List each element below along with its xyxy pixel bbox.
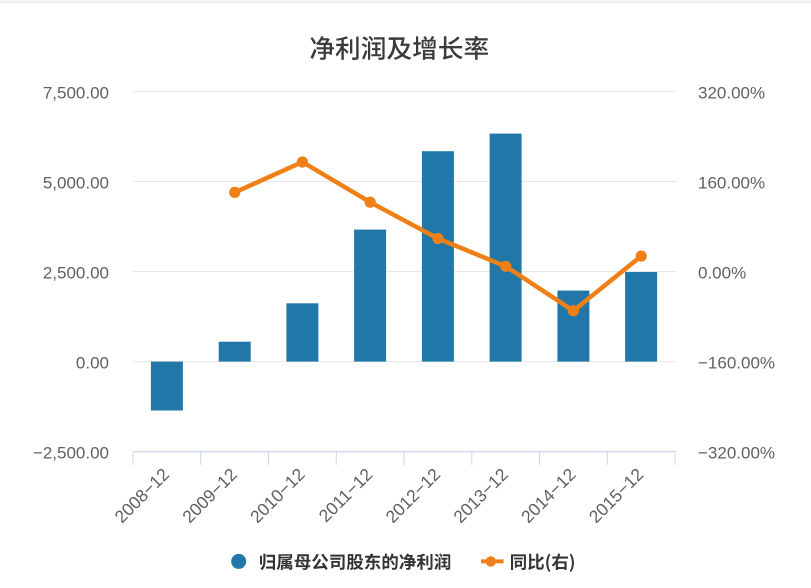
svg-text:2,500.00: 2,500.00 (43, 264, 109, 283)
svg-text:0.00%: 0.00% (698, 264, 746, 283)
svg-text:−320.00%: −320.00% (698, 444, 775, 463)
svg-text:2009−12: 2009−12 (178, 464, 241, 527)
svg-text:−160.00%: −160.00% (698, 354, 775, 373)
svg-text:320.00%: 320.00% (698, 83, 765, 102)
svg-text:2012−12: 2012−12 (382, 464, 445, 527)
svg-text:2010−12: 2010−12 (246, 464, 309, 527)
svg-text:0.00: 0.00 (76, 354, 109, 373)
svg-text:2015−12: 2015−12 (585, 464, 648, 527)
svg-text:2011−12: 2011−12 (315, 464, 377, 526)
svg-text:2013−12: 2013−12 (449, 464, 512, 527)
svg-text:7,500.00: 7,500.00 (43, 83, 109, 102)
svg-text:5,000.00: 5,000.00 (43, 174, 109, 193)
svg-text:2014−12: 2014−12 (517, 464, 580, 527)
svg-text:−2,500.00: −2,500.00 (33, 444, 109, 463)
svg-text:2008−12: 2008−12 (111, 464, 174, 527)
svg-text:160.00%: 160.00% (698, 174, 765, 193)
